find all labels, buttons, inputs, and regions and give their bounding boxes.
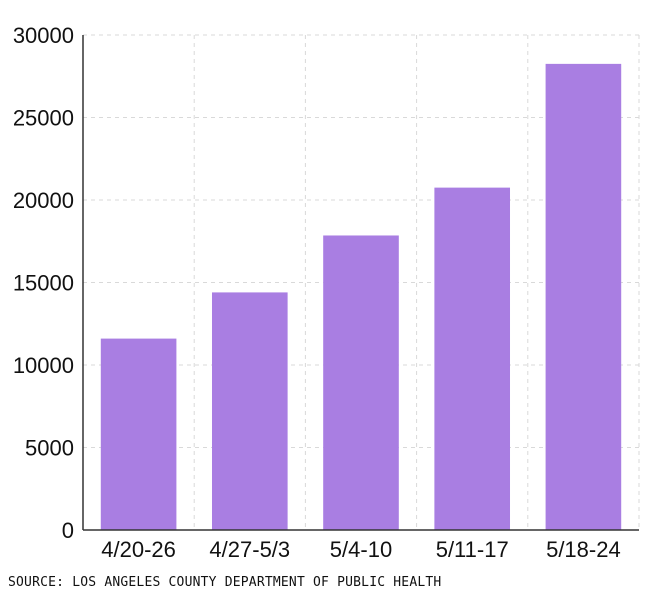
axes	[82, 35, 639, 531]
bars	[100, 63, 622, 530]
x-tick-label: 5/18-24	[546, 537, 621, 562]
y-tick-label: 30000	[13, 23, 74, 48]
y-tick-label: 5000	[25, 436, 74, 461]
y-tick-label: 20000	[13, 188, 74, 213]
x-tick-label: 4/20-26	[101, 537, 176, 562]
bar	[434, 187, 511, 530]
x-tick-label: 4/27-5/3	[209, 537, 290, 562]
y-tick-label: 25000	[13, 106, 74, 131]
bar	[323, 235, 399, 530]
bar	[100, 338, 177, 530]
source-note: SOURCE: LOS ANGELES COUNTY DEPARTMENT OF…	[8, 575, 442, 590]
x-tick-label: 5/11-17	[436, 537, 509, 562]
y-tick-label: 0	[62, 518, 74, 543]
x-tick-label: 5/4-10	[330, 537, 392, 562]
bar	[211, 292, 288, 530]
y-tick-label: 15000	[13, 271, 74, 296]
y-tick-label: 10000	[13, 353, 74, 378]
y-axis-tick-labels: 0 5000 10000 15000 20000 25000 30000	[13, 23, 74, 543]
gridlines	[83, 34, 640, 530]
x-axis-tick-labels: 4/20-26 4/27-5/3 5/4-10 5/11-17 5/18-24	[101, 537, 620, 562]
bar	[545, 63, 622, 530]
